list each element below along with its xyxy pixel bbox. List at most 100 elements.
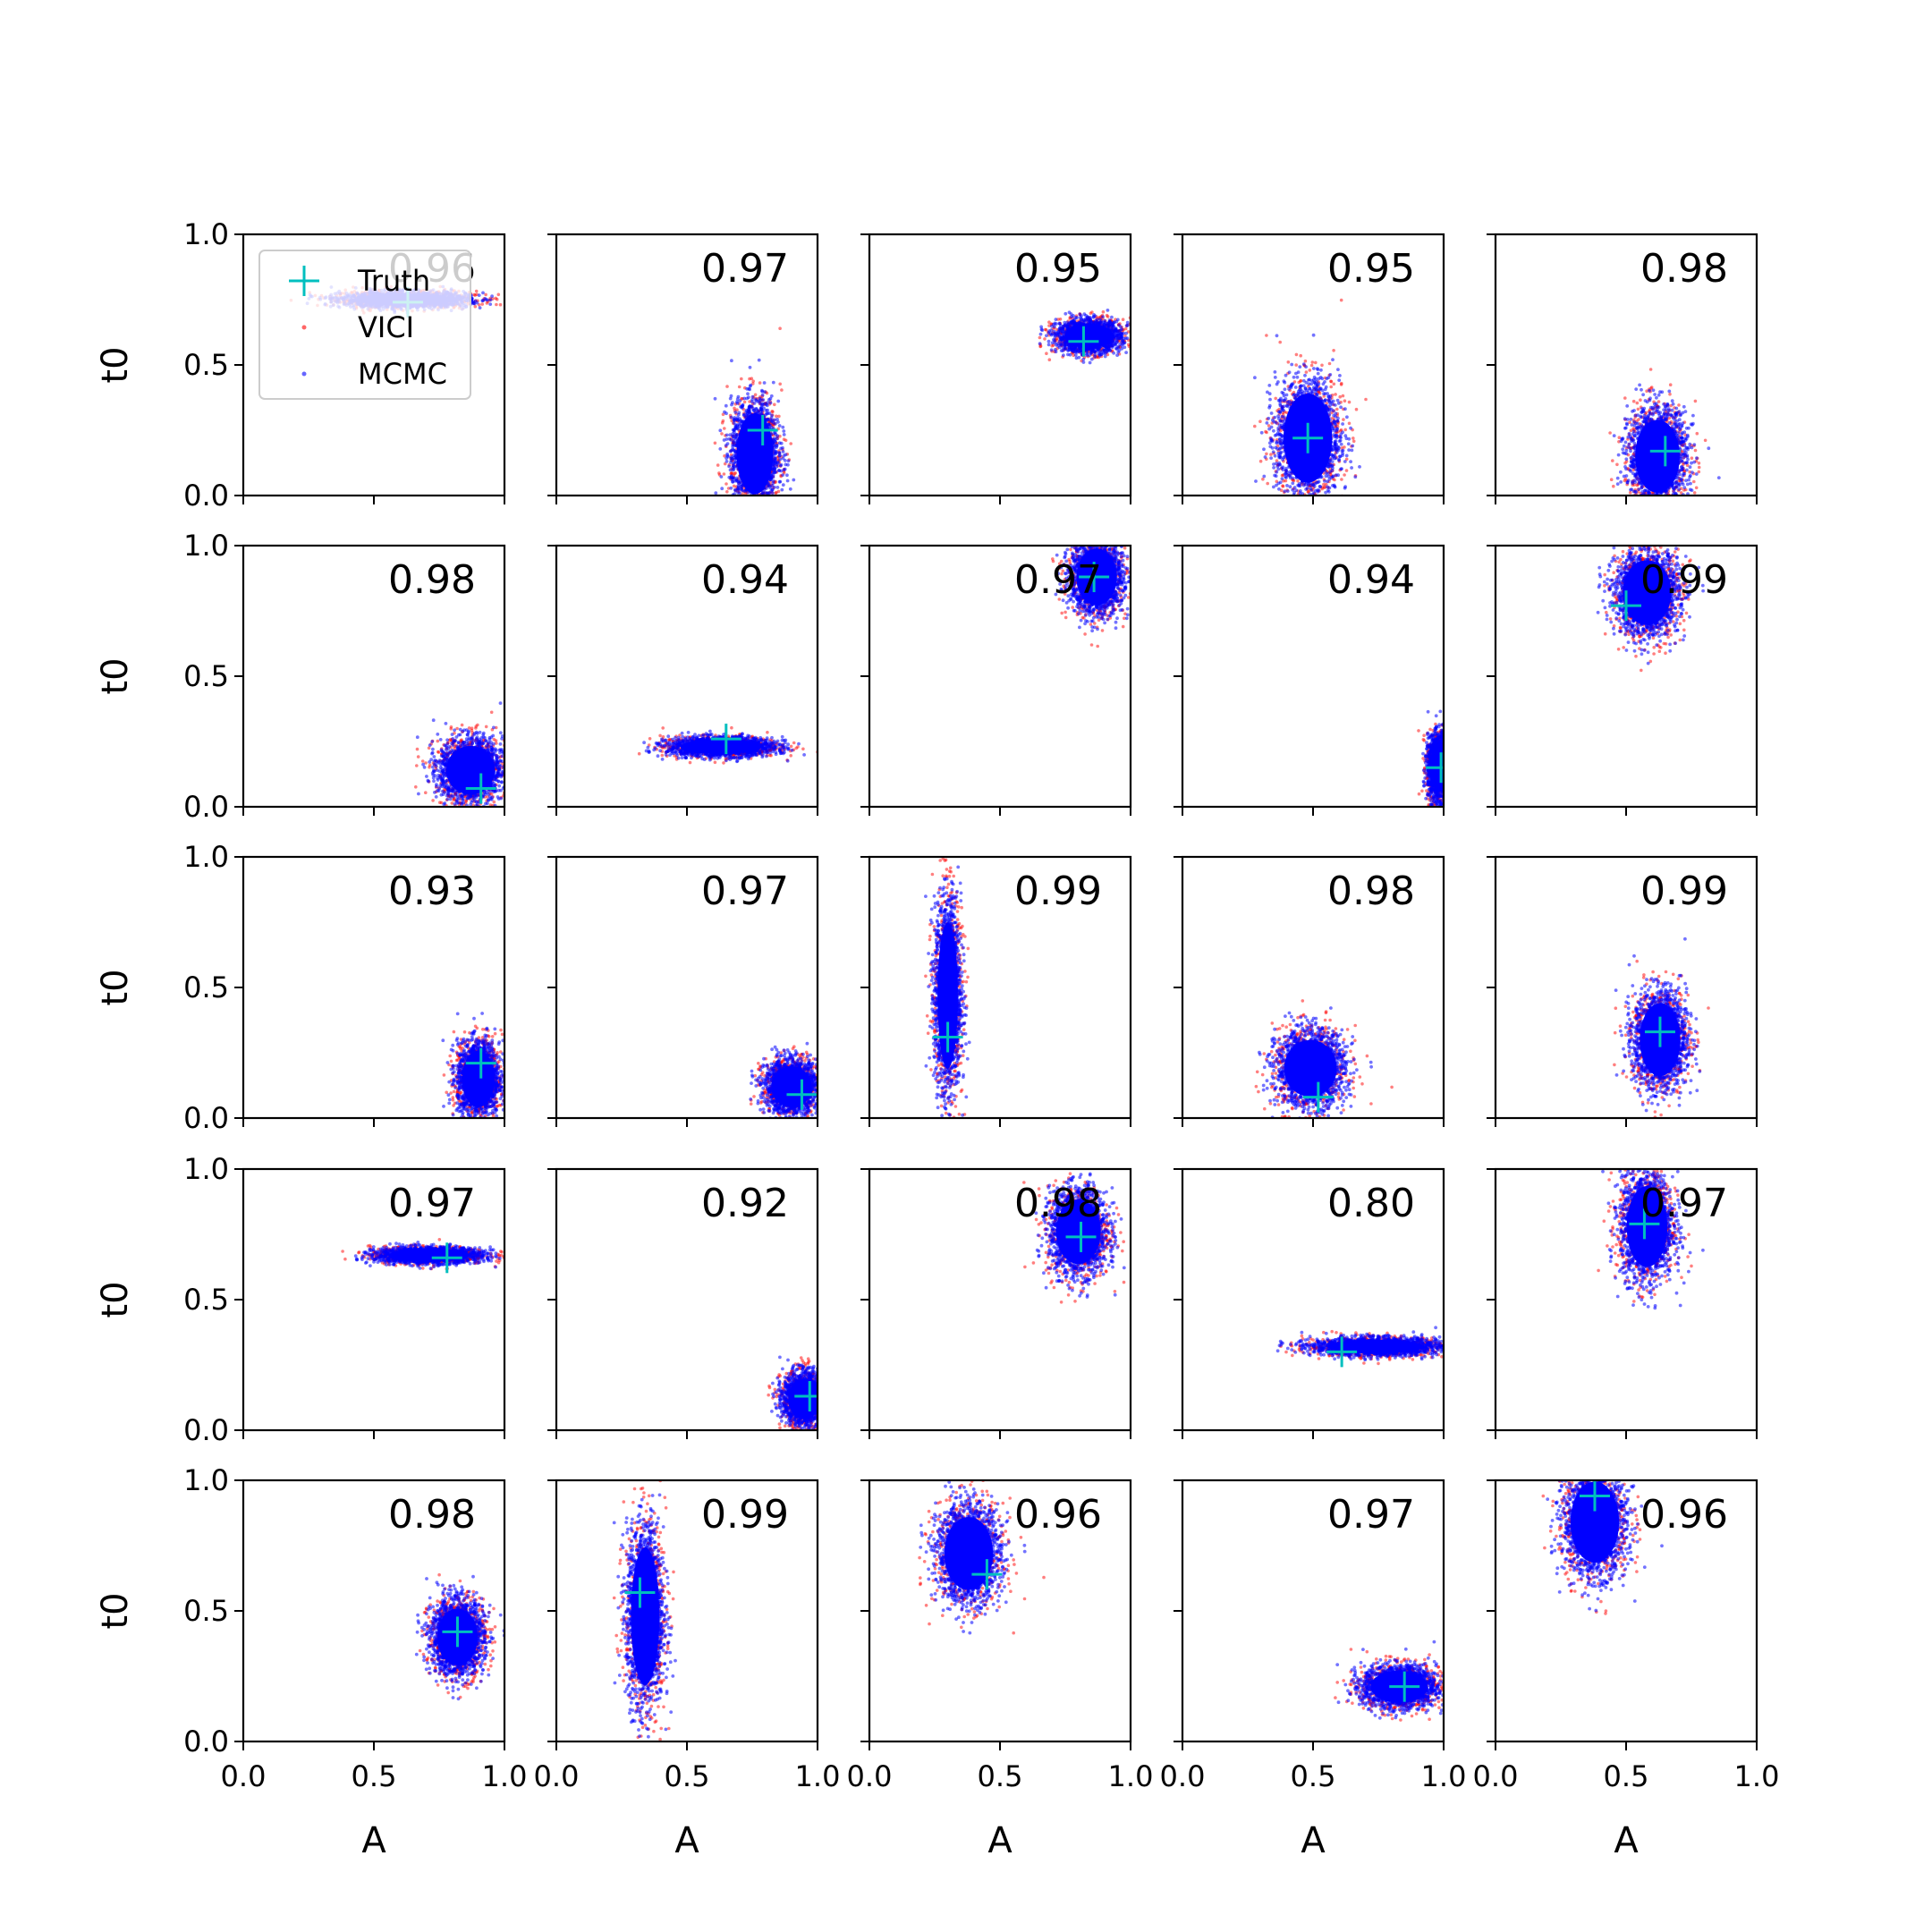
mcmc-point xyxy=(775,434,780,437)
mcmc-point xyxy=(477,293,481,297)
mcmc-point xyxy=(775,445,778,449)
vici-point xyxy=(789,442,792,445)
mcmc-point xyxy=(770,487,775,492)
vici-point xyxy=(1101,309,1106,314)
mcmc-point xyxy=(778,463,783,468)
legend-vici-label: VICI xyxy=(358,310,414,344)
mcmc-point xyxy=(776,461,780,465)
mcmc-point xyxy=(481,291,485,295)
mcmc-point xyxy=(758,407,763,411)
mcmc-point xyxy=(756,400,760,403)
vici-point xyxy=(472,292,476,297)
mcmc-point xyxy=(760,393,765,397)
vici-point xyxy=(770,410,774,413)
mcmc-point xyxy=(776,399,781,403)
y-axis-label: t0 xyxy=(95,346,136,383)
mcmc-point xyxy=(729,415,733,419)
mcmc-point xyxy=(478,306,482,309)
mcmc-point xyxy=(737,411,741,415)
mcmc-point xyxy=(762,406,766,411)
mcmc-point xyxy=(735,400,739,404)
vici-point xyxy=(725,385,729,388)
mcmc-point xyxy=(490,294,494,298)
panel-3: 0.95 xyxy=(860,233,1132,504)
mcmc-point xyxy=(773,439,777,444)
mcmc-point xyxy=(751,408,756,412)
mcmc-point xyxy=(782,453,786,458)
mcmc-point xyxy=(764,412,768,417)
legend-mcmc-label: MCMC xyxy=(358,357,447,391)
mcmc-point xyxy=(781,450,785,453)
mcmc-point xyxy=(786,462,790,467)
mcmc-point xyxy=(731,435,735,439)
mcmc-point xyxy=(724,403,728,408)
mcmc-point xyxy=(748,387,751,392)
vici-point xyxy=(722,472,726,476)
mcmc-point xyxy=(748,385,752,388)
vici-point xyxy=(723,427,726,430)
legend-box xyxy=(258,250,471,400)
mcmc-point xyxy=(720,487,724,491)
mcmc-point xyxy=(766,408,769,412)
panel-2: 0.97 xyxy=(547,233,819,504)
mcmc-point xyxy=(778,453,782,458)
mcmc-point xyxy=(731,479,735,484)
mcmc-point xyxy=(781,445,784,450)
mcmc-point xyxy=(772,470,776,475)
mcmc-point xyxy=(724,437,729,441)
vici-point xyxy=(484,292,487,297)
mcmc-point xyxy=(724,411,728,416)
vici-point xyxy=(725,490,729,494)
vici-point xyxy=(473,304,478,309)
vici-point xyxy=(713,441,717,445)
legend-truth-label: Truth xyxy=(357,264,430,298)
mcmc-point xyxy=(728,433,733,437)
mcmc-point xyxy=(731,468,735,472)
mcmc-point xyxy=(778,457,782,462)
mcmc-point xyxy=(738,399,742,402)
vici-point xyxy=(732,484,736,488)
mcmc-point xyxy=(768,486,772,490)
vici-point xyxy=(742,400,747,404)
vici-point xyxy=(723,453,726,458)
mcmc-point xyxy=(729,394,733,398)
mcmc-point xyxy=(488,298,493,302)
mcmc-point xyxy=(782,433,786,436)
mcmc-point xyxy=(729,458,733,462)
vici-point xyxy=(733,471,737,475)
mcmc-point xyxy=(733,461,736,465)
legend-vici-marker xyxy=(301,325,307,330)
mcmc-point xyxy=(773,418,776,422)
mcmc-point xyxy=(735,397,740,402)
vici-point xyxy=(777,414,781,419)
mcmc-point xyxy=(750,394,755,399)
mcmc-point xyxy=(735,476,739,480)
mcmc-point xyxy=(767,411,772,415)
vici-point xyxy=(495,302,498,307)
mcmc-point xyxy=(777,451,782,454)
vici-point xyxy=(773,402,776,407)
mcmc-point xyxy=(777,424,782,428)
vici-point xyxy=(751,379,755,384)
mcmc-point xyxy=(724,444,728,447)
vici-point xyxy=(480,302,484,306)
mcmc-point xyxy=(731,463,735,468)
mcmc-point xyxy=(763,402,767,405)
y-tick-label: 0.5 xyxy=(183,348,229,382)
mcmc-point xyxy=(733,411,738,414)
mcmc-point xyxy=(718,428,723,433)
mcmc-point xyxy=(771,491,775,496)
mcmc-point xyxy=(783,467,787,471)
mcmc-point xyxy=(719,475,724,479)
mcmc-point xyxy=(770,484,775,487)
vici-point xyxy=(750,377,754,381)
mcmc-point xyxy=(728,468,733,472)
mcmc-point xyxy=(782,429,786,433)
vici-point xyxy=(498,302,503,307)
mcmc-point xyxy=(749,404,753,409)
mcmc-point xyxy=(772,463,775,468)
y-tick-label: 1.0 xyxy=(183,217,229,251)
mcmc-point xyxy=(752,402,757,405)
vici-point xyxy=(740,377,743,381)
mcmc-point xyxy=(738,417,741,421)
